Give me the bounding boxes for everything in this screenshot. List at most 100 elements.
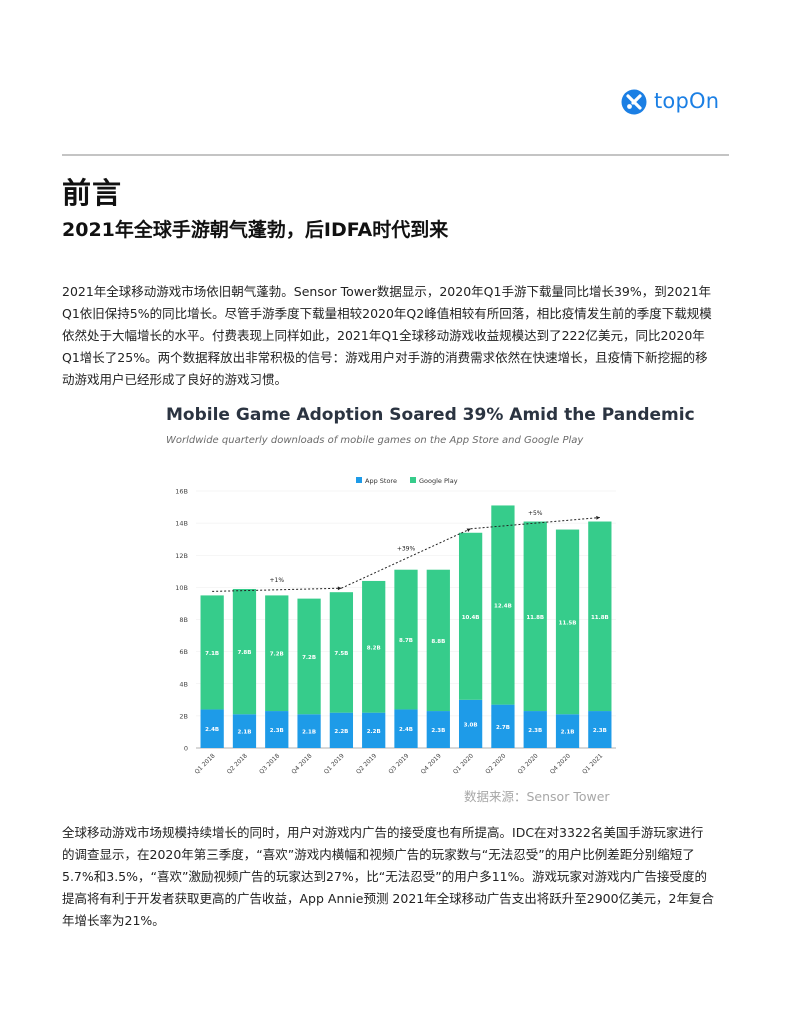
paragraph-line: Q1依旧保持5%的同比增长。尽管手游季度下载量相较2020年Q2峰值相较有所回落… (62, 306, 712, 321)
paragraph-line: 动游戏用户已经形成了良好的游戏习惯。 (62, 372, 288, 387)
bar-data-label: 2.1B (561, 730, 575, 736)
paragraph-line: 提高将有利于开发者获取更高的广告收益，App Annie预测 2021年全球移动… (62, 891, 715, 906)
bar-google-play (200, 595, 224, 710)
bar-app-store (297, 714, 321, 748)
bar-google-play (297, 598, 321, 715)
bar-data-label: 11.8B (526, 615, 544, 621)
x-tick-label: Q1 2018 (193, 752, 216, 775)
paragraph-line: 全球移动游戏市场规模持续增长的同时，用户对游戏内广告的接受度也有所提高。IDC在… (62, 825, 704, 840)
paragraph-line: 依然处于大幅增长的水平。付费表现上同样如此，2021年Q1全球移动游戏收益规模达… (62, 328, 705, 343)
bar-data-label: 2.7B (496, 725, 510, 731)
trend-label: +5% (528, 510, 543, 517)
x-tick-label: Q1 2020 (452, 752, 475, 775)
bar-data-label: 2.2B (334, 729, 348, 735)
y-tick-label: 16B (175, 488, 188, 496)
bar-app-store (200, 709, 224, 748)
paragraph-line: 年增长率为21%。 (62, 913, 165, 928)
bar-app-store (555, 714, 580, 748)
trend-arrowhead (466, 528, 471, 532)
y-tick-label: 12B (175, 552, 188, 560)
x-tick-label: Q2 2020 (484, 752, 507, 775)
bar-data-label: 11.8B (591, 615, 609, 621)
legend-swatch (410, 477, 416, 483)
trend-arrowhead (337, 586, 342, 591)
x-tick-label: Q1 2021 (581, 752, 604, 775)
bar-data-label: 2.3B (270, 728, 284, 734)
trend-arrowhead (596, 515, 600, 520)
bar-app-store (362, 712, 386, 748)
bar-app-store (265, 711, 289, 748)
source-note: 数据来源：Sensor Tower (464, 789, 610, 804)
x-tick-label: Q2 2018 (226, 752, 249, 775)
chart-subtitle: Worldwide quarterly downloads of mobile … (166, 435, 584, 446)
bar-google-play (329, 592, 354, 713)
bar-data-label: 2.1B (302, 730, 316, 736)
x-tick-label: Q4 2018 (290, 752, 313, 775)
x-tick-label: Q2 2019 (355, 752, 378, 775)
downloads-bar-chart: 0 2B 4B 6B 8B 10B 12B 14B 16B App Store Google Pla… (175, 477, 616, 776)
bar-google-play (458, 532, 483, 700)
bar-data-label: 2.4B (205, 727, 219, 733)
bar-app-store (232, 714, 257, 748)
paragraph-line: 的调查显示，在2020年第三季度，“喜欢”游戏内横幅和视频广告的玩家数与“无法忍… (62, 847, 695, 862)
bar-data-label: 2.2B (367, 729, 381, 735)
y-tick-label: 0 (184, 745, 188, 753)
x-tick-label: Q3 2018 (258, 752, 281, 775)
bar-data-label: 3.0B (464, 722, 478, 728)
bar-app-store (458, 699, 483, 748)
y-tick-label: 4B (179, 680, 188, 688)
bar-data-label: 10.4B (462, 615, 480, 621)
bar-data-label: 2.1B (237, 730, 251, 736)
bar-app-store (523, 711, 547, 748)
legend-swatch (356, 477, 362, 483)
bar-google-play (232, 588, 257, 715)
bar-google-play (588, 521, 612, 712)
bar-google-play (491, 505, 515, 705)
y-tick-label: 8B (179, 616, 188, 624)
bar-data-label: 2.3B (593, 728, 607, 734)
bar-data-label: 8.8B (431, 639, 445, 645)
trend-label: +1% (269, 577, 284, 584)
bar-google-play (362, 580, 386, 713)
topon-logo: topOn (620, 88, 730, 118)
bar-data-label: 12.4B (494, 604, 512, 610)
bar-data-label: 7.1B (205, 651, 219, 657)
y-tick-label: 10B (175, 584, 188, 592)
trend-line (470, 517, 600, 530)
header-divider (62, 154, 729, 156)
bar-google-play (523, 521, 547, 712)
bar-app-store (329, 712, 354, 748)
x-tick-label: Q1 2019 (323, 752, 346, 775)
bar-data-label: 7.8B (237, 650, 251, 656)
legend-label: App Store (365, 477, 397, 485)
ads-paragraph: 全球移动游戏市场规模持续增长的同时，用户对游戏内广告的接受度也有所提高。IDC在… (62, 822, 730, 932)
bar-data-label: 11.5B (559, 620, 577, 626)
bar-data-label: 7.2B (270, 652, 284, 658)
y-tick-label: 14B (175, 520, 188, 528)
bar-data-label: 7.5B (334, 651, 348, 657)
bar-data-label: 2.4B (399, 727, 413, 733)
bar-app-store (588, 711, 612, 748)
paragraph-line: 5.7%和3.5%，“喜欢”激励视频广告的玩家达到27%，比“无法忍受”的用户多… (62, 869, 707, 884)
topon-logo-icon (621, 89, 647, 115)
bar-google-play (265, 595, 289, 712)
logo-text: topOn (654, 89, 720, 113)
trend-line (212, 587, 342, 592)
paragraph-line: 2021年全球移动游戏市场依旧朝气蓬勃。Sensor Tower数据显示，202… (62, 284, 712, 299)
page-title: 前言 (62, 176, 123, 210)
bar-data-label: 2.3B (431, 728, 445, 734)
intro-paragraph: 2021年全球移动游戏市场依旧朝气蓬勃。Sensor Tower数据显示，202… (62, 281, 730, 391)
bar-google-play (426, 569, 450, 712)
bar-app-store (491, 704, 515, 748)
bar-app-store (394, 709, 418, 748)
paragraph-line: Q1增长了25%。两个数据释放出非常积极的信号：游戏用户对手游的消费需求依然在快… (62, 350, 708, 365)
page-subtitle: 2021年全球手游朝气蓬勃，后IDFA时代到来 (62, 219, 449, 241)
x-tick-label: Q3 2020 (517, 752, 540, 775)
bar-google-play (555, 529, 580, 715)
y-tick-label: 6B (179, 648, 188, 656)
bar-app-store (426, 711, 450, 748)
x-tick-label: Q4 2020 (549, 752, 572, 775)
x-tick-label: Q3 2019 (387, 752, 410, 775)
trend-label: +39% (397, 545, 416, 552)
bar-data-label: 8.7B (399, 638, 413, 644)
